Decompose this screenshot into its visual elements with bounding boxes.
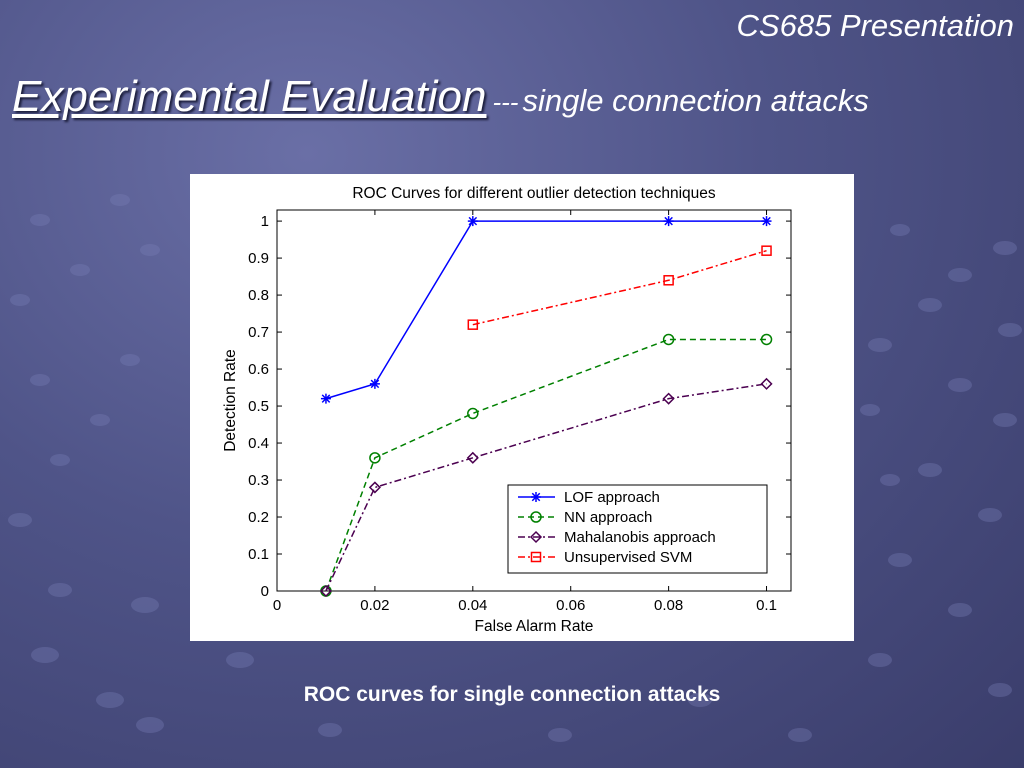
legend-marker-mahalanobis-approach	[529, 530, 543, 544]
data-point-nn-approach	[662, 333, 675, 346]
series-line-unsupervised-svm	[472, 249, 767, 326]
x-tick-label: 0.08	[654, 597, 683, 614]
data-point-nn-approach	[467, 407, 479, 420]
legend-label-mahalanobis-approach: Mahalanobis approach	[564, 529, 716, 546]
data-point-mahalanobis-approach	[466, 451, 479, 464]
data-point-lof-approach	[320, 393, 331, 404]
data-point-nn-approach	[760, 333, 773, 346]
series-line-nn-approach	[325, 338, 767, 592]
x-tick-label: 0.1	[756, 597, 777, 614]
data-point-lof-approach	[663, 216, 674, 227]
series-line-mahalanobis-approach	[325, 383, 767, 592]
title-main: Experimental Evaluation	[12, 72, 487, 121]
x-axis-label: False Alarm Rate	[475, 618, 594, 635]
roc-chart: 0 0.02 0.04 0.06 0.08 0.1 0 0.1 0.2 0.3 0.4 0.5 0.6 0…	[222, 185, 792, 635]
y-tick-label: 0.6	[248, 361, 269, 378]
slide-title: Experimental Evaluation --- single connect…	[12, 72, 869, 122]
x-tick-label: 0.06	[556, 597, 585, 614]
legend-marker-nn-approach	[530, 511, 542, 523]
data-point-nn-approach	[369, 452, 381, 464]
data-point-mahalanobis-approach	[662, 392, 675, 405]
data-point-mahalanobis-approach	[760, 377, 773, 390]
title-separator: ---	[492, 87, 519, 117]
y-tick-label: 0.3	[248, 472, 269, 489]
data-point-lof-approach	[467, 216, 478, 227]
y-tick-label: 0.2	[248, 509, 269, 526]
data-point-lof-approach	[369, 378, 380, 389]
legend-marker-unsupervised-svm	[530, 551, 542, 563]
chart-title: ROC Curves for different outlier detecti…	[352, 185, 716, 202]
y-tick-label: 0.8	[248, 287, 269, 304]
plot-frame	[276, 209, 792, 592]
data-point-mahalanobis-approach	[319, 584, 333, 598]
x-tick-label: 0	[273, 597, 281, 614]
data-point-lof-approach	[761, 216, 772, 227]
data-point-unsupervised-svm	[761, 245, 772, 256]
slide-caption: ROC curves for single connection attacks	[303, 683, 721, 706]
legend-marker-lof-approach	[531, 492, 541, 502]
y-tick-label: 0.4	[248, 435, 269, 452]
x-tick-label: 0.02	[360, 597, 389, 614]
legend-box	[507, 484, 768, 574]
data-point-unsupervised-svm	[467, 319, 479, 330]
y-tick-label: 0.7	[248, 324, 269, 341]
chart-panel: 0 0.02 0.04 0.06 0.08 0.1 0 0.1 0.2 0.3 0.4 0.5 0.6 0…	[190, 174, 854, 641]
course-label: CS685 Presentation	[736, 8, 1014, 43]
y-tick-label: 0.9	[248, 250, 269, 267]
y-tick-label: 0.5	[248, 398, 269, 415]
title-subtitle: single connection attacks	[522, 83, 869, 118]
legend-label-lof-approach: LOF approach	[564, 489, 660, 506]
y-tick-label: 1	[261, 213, 269, 230]
y-tick-label: 0.1	[248, 546, 269, 563]
y-axis-label: Detection Rate	[222, 349, 239, 452]
x-tick-label: 0.04	[458, 597, 487, 614]
y-tick-label: 0	[261, 583, 269, 600]
legend-label-unsupervised-svm: Unsupervised SVM	[564, 549, 692, 566]
legend-label-nn-approach: NN approach	[564, 509, 652, 526]
series-line-lof-approach	[325, 220, 767, 400]
data-point-unsupervised-svm	[663, 275, 674, 286]
data-point-mahalanobis-approach	[368, 481, 381, 494]
